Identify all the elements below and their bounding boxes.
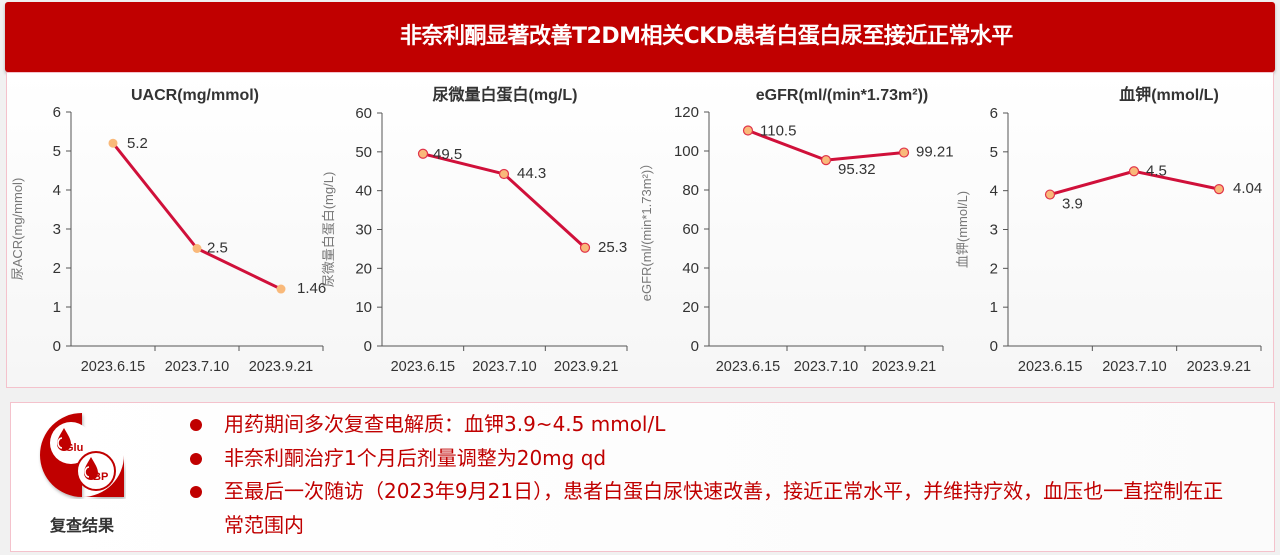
data-point	[1213, 184, 1225, 195]
x-tick-label: 2023.9.21	[554, 359, 619, 375]
glu-text: Glu	[65, 442, 83, 454]
x-tick-label: 2023.7.10	[794, 359, 859, 375]
y-tick-label: 2	[990, 260, 998, 277]
data-point	[108, 138, 118, 148]
y-tick-label: 5	[53, 143, 61, 160]
y-tick-label: 0	[990, 338, 998, 355]
y-tick-label: 10	[355, 299, 372, 316]
y-tick-label: 5	[990, 144, 998, 161]
y-tick-label: 40	[682, 260, 699, 277]
series-line	[111, 142, 282, 291]
chart-title: UACR(mg/mmol)	[131, 87, 259, 104]
x-tick-label: 2023.7.10	[472, 359, 537, 375]
data-point	[276, 284, 286, 294]
results-bullet-list: 用药期间多次复查电解质：血钾3.9~4.5 mmol/L 非奈利酮治疗1个月后剂…	[186, 408, 1266, 542]
data-point	[1128, 166, 1140, 177]
y-tick-label: 6	[53, 104, 61, 121]
data-label: 49.5	[433, 146, 462, 163]
y-tick-label: 30	[355, 222, 372, 239]
y-tick-label: 4	[53, 182, 61, 199]
x-tick-label: 2023.9.21	[872, 359, 937, 375]
y-tick-label: 60	[355, 105, 372, 122]
bullet-item: 非奈利酮治疗1个月后剂量调整为20mg qd	[186, 442, 1266, 476]
glu-drop-icon	[57, 428, 71, 451]
y-tick-label: 20	[682, 299, 699, 316]
data-label: 44.3	[517, 165, 546, 182]
chart-title: eGFR(ml/(min*1.73m²))	[756, 87, 928, 104]
y-tick-label: 40	[355, 183, 372, 200]
bp-text: BP	[93, 471, 108, 483]
y-tick-label: 4	[990, 183, 998, 200]
data-label: 110.5	[760, 123, 796, 140]
y-tick-label: 1	[53, 299, 61, 316]
bp-drop-icon	[84, 457, 98, 480]
data-label: 4.5	[1146, 162, 1167, 179]
y-tick-label: 80	[682, 182, 699, 199]
bullet-dot-icon	[190, 486, 202, 498]
y-tick-label: 100	[674, 143, 699, 160]
y-tick-label: 2	[53, 260, 61, 277]
x-tick-label: 2023.7.10	[1102, 359, 1167, 375]
chart-title: 尿微量白蛋白(mg/L)	[433, 85, 578, 104]
data-point	[417, 148, 429, 159]
data-label: 5.2	[127, 135, 148, 152]
x-tick-label: 2023.6.15	[1018, 359, 1083, 375]
x-tick-label: 2023.7.10	[165, 359, 230, 375]
y-tick-label: 1	[990, 299, 998, 316]
data-label: 25.3	[598, 239, 627, 256]
data-label: 2.5	[207, 240, 228, 257]
y-tick-label: 0	[364, 338, 372, 355]
series-line	[422, 152, 587, 249]
y-axis-label: 尿ACR(mg/mmol)	[10, 178, 25, 281]
y-tick-label: 50	[355, 144, 372, 161]
data-label: 99.21	[916, 144, 954, 161]
data-point	[192, 244, 202, 253]
y-tick-label: 120	[674, 104, 699, 121]
x-tick-label: 2023.6.15	[391, 359, 456, 375]
page-title: 非奈利酮显著改善T2DM相关CKD患者白蛋白尿至接近正常水平	[400, 24, 1013, 49]
bullet-dot-icon	[190, 452, 202, 465]
glu-circle	[50, 422, 92, 464]
bullet-dot-icon	[190, 419, 202, 431]
data-label: 4.04	[1233, 180, 1262, 197]
data-point	[579, 242, 591, 253]
results-panel	[10, 402, 1275, 552]
data-label: 3.9	[1062, 196, 1083, 213]
y-tick-label: 0	[691, 338, 699, 355]
bullet-text: 非奈利酮治疗1个月后剂量调整为20mg qd	[224, 445, 607, 470]
bullet-item: 至最后一次随访（2023年9月21日），患者白蛋白尿快速改善，接近正常水平，并维…	[186, 475, 1266, 542]
charts-canvas: UACR(mg/mmol) 尿ACR(mg/mmol) 0 1 2 3 4 5 6 2023.6.…	[10, 85, 1262, 375]
header-banner: 非奈利酮显著改善T2DM相关CKD患者白蛋白尿至接近正常水平	[5, 2, 1275, 72]
data-point	[498, 168, 510, 180]
bullet-item: 用药期间多次复查电解质：血钾3.9~4.5 mmol/L	[186, 408, 1266, 442]
charts-panel	[6, 72, 1274, 388]
data-point	[898, 147, 910, 158]
data-label: 95.32	[838, 161, 876, 178]
x-tick-label: 2023.9.21	[1187, 359, 1252, 375]
y-tick-label: 20	[355, 260, 372, 277]
y-axis-label: 血钾(mmol/L)	[955, 191, 970, 268]
y-tick-label: 60	[682, 221, 699, 238]
y-axis-label: eGFR(ml/(min*1.73m²)）	[639, 157, 654, 301]
chart-title: 血钾(mmol/L)	[1119, 85, 1219, 104]
y-tick-label: 3	[990, 222, 998, 239]
bullet-text: 至最后一次随访（2023年9月21日），患者白蛋白尿快速改善，接近正常水平，并维…	[224, 479, 1224, 537]
blood-drop-glu-bp-icon: Glu BP	[40, 413, 124, 497]
data-point	[820, 155, 832, 166]
data-point	[742, 125, 754, 136]
results-label: 复查结果	[49, 516, 114, 535]
x-tick-label: 2023.6.15	[716, 359, 781, 375]
data-label: 1.46	[297, 280, 326, 297]
y-tick-label: 0	[53, 338, 61, 355]
y-tick-label: 3	[53, 221, 61, 238]
x-tick-label: 2023.6.15	[81, 359, 146, 375]
data-point	[1044, 189, 1056, 200]
bullet-text: 用药期间多次复查电解质：血钾3.9~4.5 mmol/L	[224, 412, 666, 436]
x-tick-label: 2023.9.21	[249, 359, 314, 375]
y-axis-label: 尿微量白蛋白(mg/L)	[321, 172, 336, 288]
y-tick-label: 6	[990, 105, 998, 122]
